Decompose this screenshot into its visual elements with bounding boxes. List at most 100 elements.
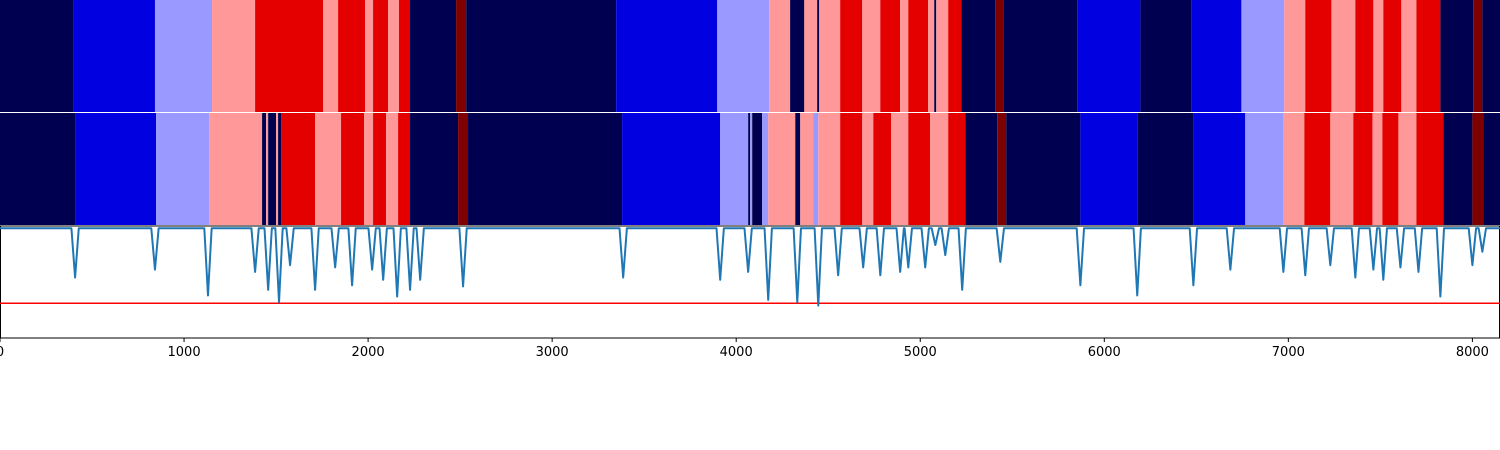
segment bbox=[804, 0, 818, 112]
segment bbox=[388, 0, 400, 112]
segment bbox=[410, 113, 459, 225]
segment bbox=[1284, 0, 1306, 112]
segment bbox=[818, 113, 841, 225]
segment bbox=[1077, 0, 1141, 112]
segment bbox=[75, 113, 157, 225]
segment bbox=[1382, 113, 1399, 225]
segment bbox=[800, 113, 814, 225]
segment bbox=[1482, 0, 1500, 112]
segment bbox=[1373, 0, 1384, 112]
segment bbox=[1137, 113, 1194, 225]
segment bbox=[1398, 113, 1417, 225]
segment bbox=[817, 0, 820, 112]
segment bbox=[0, 0, 74, 112]
segment bbox=[900, 0, 909, 112]
segment bbox=[995, 0, 1004, 112]
segment bbox=[616, 0, 718, 112]
segment bbox=[891, 113, 909, 225]
segment bbox=[768, 113, 796, 225]
segment bbox=[908, 0, 929, 112]
segment bbox=[73, 0, 155, 112]
segment bbox=[212, 0, 256, 112]
segment bbox=[466, 0, 617, 112]
segment bbox=[819, 0, 841, 112]
segment bbox=[156, 113, 210, 225]
segment bbox=[1440, 0, 1474, 112]
segment bbox=[880, 0, 901, 112]
segment bbox=[1353, 113, 1373, 225]
segment bbox=[1191, 0, 1242, 112]
confidence-line bbox=[0, 227, 1500, 307]
segment bbox=[458, 113, 469, 225]
x-tick-label: 6000 bbox=[1088, 345, 1121, 360]
segment bbox=[769, 0, 791, 112]
segment bbox=[873, 113, 892, 225]
segment bbox=[840, 113, 863, 225]
x-tick-label: 4000 bbox=[720, 345, 753, 360]
segment bbox=[840, 0, 863, 112]
x-tick-label: 8000 bbox=[1456, 345, 1489, 360]
segment bbox=[276, 113, 279, 225]
segment bbox=[1472, 113, 1484, 225]
segment bbox=[748, 113, 751, 225]
segment bbox=[1283, 113, 1305, 225]
segment bbox=[456, 0, 467, 112]
segment bbox=[373, 0, 389, 112]
segment bbox=[373, 113, 387, 225]
segment bbox=[255, 0, 324, 112]
segment bbox=[209, 113, 263, 225]
segment bbox=[1372, 113, 1383, 225]
segment bbox=[790, 0, 805, 112]
segment bbox=[1443, 113, 1473, 225]
segment bbox=[1331, 0, 1356, 112]
segment bbox=[1193, 113, 1246, 225]
segment bbox=[315, 113, 342, 225]
segment bbox=[154, 0, 213, 112]
segment bbox=[752, 113, 763, 225]
segment bbox=[386, 113, 399, 225]
segment bbox=[934, 0, 937, 112]
segment bbox=[965, 113, 998, 225]
x-tick-label: 0 bbox=[0, 345, 4, 360]
segment bbox=[364, 113, 374, 225]
segment bbox=[862, 0, 881, 112]
segment bbox=[720, 113, 749, 225]
segment bbox=[410, 0, 457, 112]
segment bbox=[1304, 113, 1331, 225]
segment bbox=[908, 113, 931, 225]
segment bbox=[1401, 0, 1417, 112]
segment bbox=[750, 113, 753, 225]
segment bbox=[278, 113, 282, 225]
segment bbox=[813, 113, 819, 225]
segment bbox=[948, 113, 966, 225]
x-tick-label: 1000 bbox=[168, 345, 201, 360]
segment bbox=[717, 0, 770, 112]
segment bbox=[1383, 0, 1402, 112]
segment bbox=[762, 113, 769, 225]
segment bbox=[1245, 113, 1284, 225]
segment bbox=[928, 0, 935, 112]
segment bbox=[795, 113, 801, 225]
segment bbox=[930, 113, 949, 225]
segment bbox=[281, 113, 316, 225]
segment bbox=[1003, 0, 1078, 112]
x-tick-label: 2000 bbox=[352, 345, 385, 360]
segment bbox=[1006, 113, 1081, 225]
segment bbox=[862, 113, 874, 225]
segment bbox=[997, 113, 1007, 225]
segment bbox=[936, 0, 949, 112]
segment bbox=[1355, 0, 1374, 112]
segment bbox=[961, 0, 996, 112]
segment bbox=[0, 113, 76, 225]
segment bbox=[341, 113, 365, 225]
segment bbox=[468, 113, 623, 225]
segment bbox=[1241, 0, 1285, 112]
segment bbox=[262, 113, 267, 225]
x-tick-label: 5000 bbox=[904, 345, 937, 360]
x-tick-label: 7000 bbox=[1272, 345, 1305, 360]
x-tick-label: 3000 bbox=[536, 345, 569, 360]
segment bbox=[399, 0, 411, 112]
segment bbox=[268, 113, 277, 225]
segment bbox=[1473, 0, 1483, 112]
segment bbox=[622, 113, 721, 225]
